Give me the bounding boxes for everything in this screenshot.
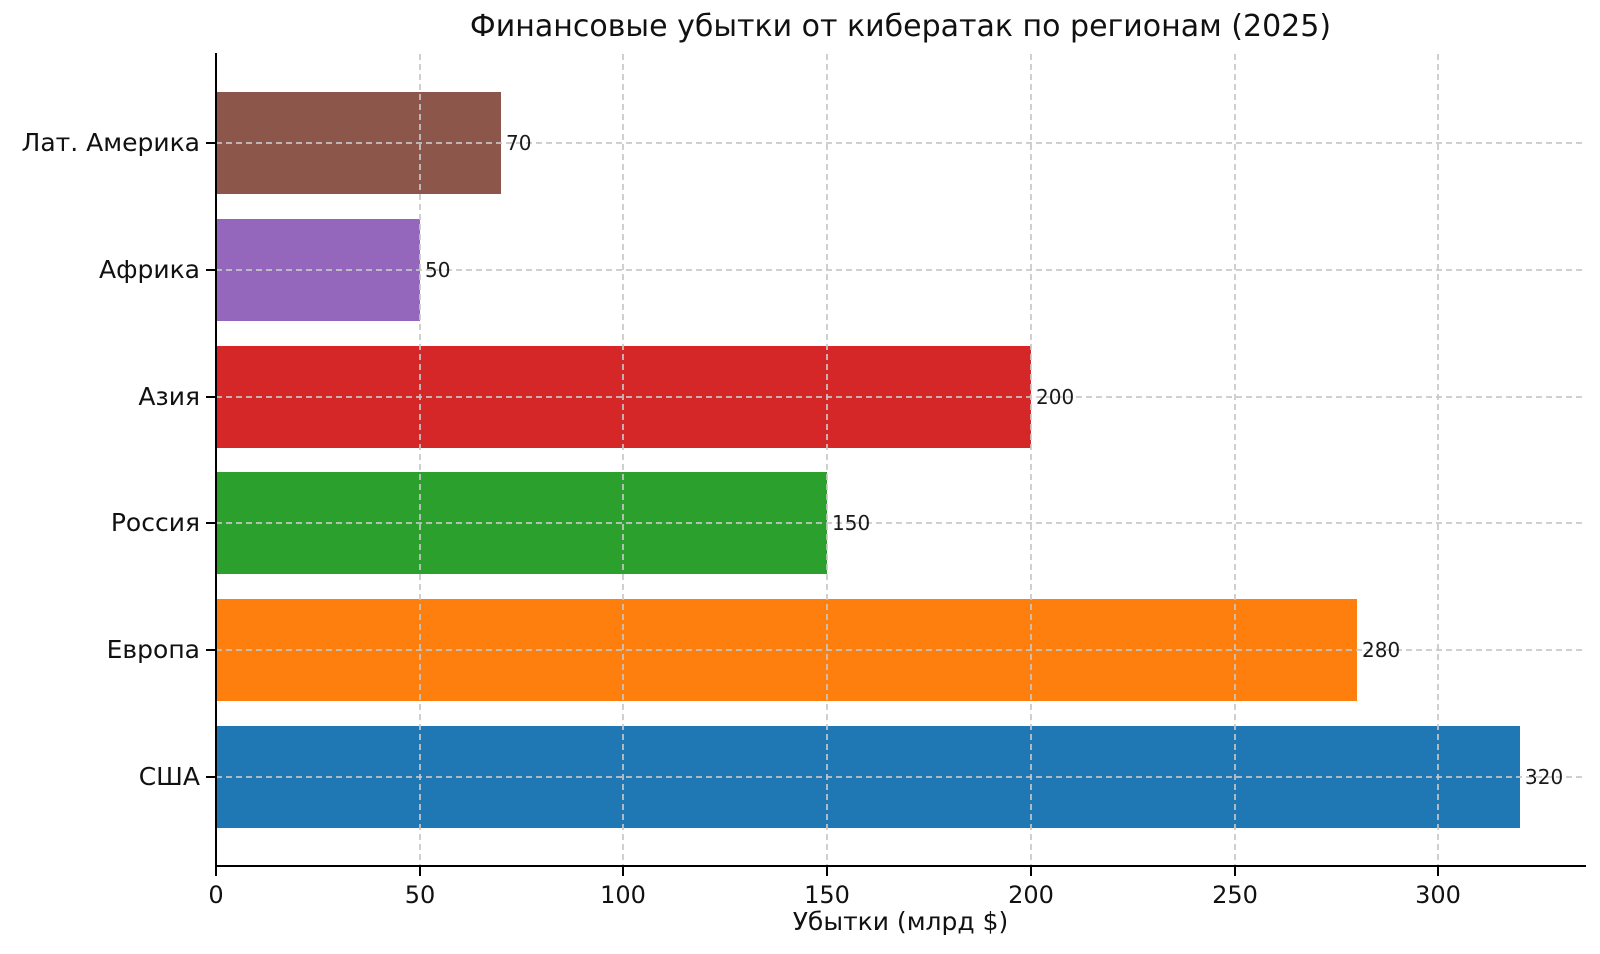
x-tick-mark-4 (1030, 867, 1032, 876)
gridline-vertical-5 (1234, 54, 1236, 866)
x-tick-label-0: 0 (208, 881, 224, 909)
y-tick-label-0: Лат. Америка (21, 128, 200, 157)
x-tick-label-1: 50 (404, 881, 436, 909)
bar-value-label-4: 280 (1362, 638, 1401, 662)
y-tick-mark-3 (206, 522, 215, 524)
gridline-vertical-4 (1030, 54, 1032, 866)
gridline-vertical-1 (419, 54, 421, 866)
gridline-horizontal-2 (216, 396, 1585, 398)
gridline-horizontal-3 (216, 522, 1585, 524)
gridline-horizontal-1 (216, 269, 1585, 271)
gridline-horizontal-0 (216, 142, 1585, 144)
x-tick-mark-0 (215, 867, 217, 876)
y-tick-mark-5 (206, 776, 215, 778)
x-axis-label: Убытки (млрд $) (792, 907, 1009, 936)
x-tick-label-3: 150 (804, 881, 850, 909)
y-tick-label-1: Африка (98, 255, 200, 284)
x-tick-label-4: 200 (1008, 881, 1054, 909)
y-axis-spine (215, 53, 217, 867)
y-tick-label-2: Азия (138, 382, 200, 411)
bar-value-label-1: 50 (425, 258, 451, 282)
plot-area: 0 50 100 150 200 250 300 Лат. Америка Африка Ази… (22, 53, 1586, 909)
x-tick-mark-2 (622, 867, 624, 876)
y-tick-label-4: Европа (106, 635, 200, 664)
x-axis-spine (215, 865, 1586, 867)
y-tick-mark-4 (206, 649, 215, 651)
chart-title: Финансовые убытки от кибератак по регион… (469, 9, 1332, 44)
bar-value-label-5: 320 (1525, 765, 1564, 789)
y-tick-mark-1 (206, 269, 215, 271)
bar-value-label-2: 200 (1036, 385, 1075, 409)
x-tick-label-2: 100 (600, 881, 646, 909)
gridline-vertical-3 (826, 54, 828, 866)
gridline-vertical-6 (1437, 54, 1439, 866)
x-tick-mark-5 (1234, 867, 1236, 876)
gridline-horizontal-4 (216, 649, 1585, 651)
x-tick-label-6: 300 (1415, 881, 1461, 909)
y-tick-label-3: Россия (110, 508, 200, 537)
gridline-vertical-2 (622, 54, 624, 866)
y-tick-mark-0 (206, 142, 215, 144)
y-tick-label-5: США (138, 762, 200, 791)
x-tick-mark-6 (1437, 867, 1439, 876)
x-tick-label-5: 250 (1212, 881, 1258, 909)
y-tick-mark-2 (206, 396, 215, 398)
gridline-horizontal-5 (216, 776, 1585, 778)
x-tick-mark-1 (419, 867, 421, 876)
bar-value-label-0: 70 (506, 131, 532, 155)
x-tick-mark-3 (826, 867, 828, 876)
bar-value-label-3: 150 (832, 511, 871, 535)
